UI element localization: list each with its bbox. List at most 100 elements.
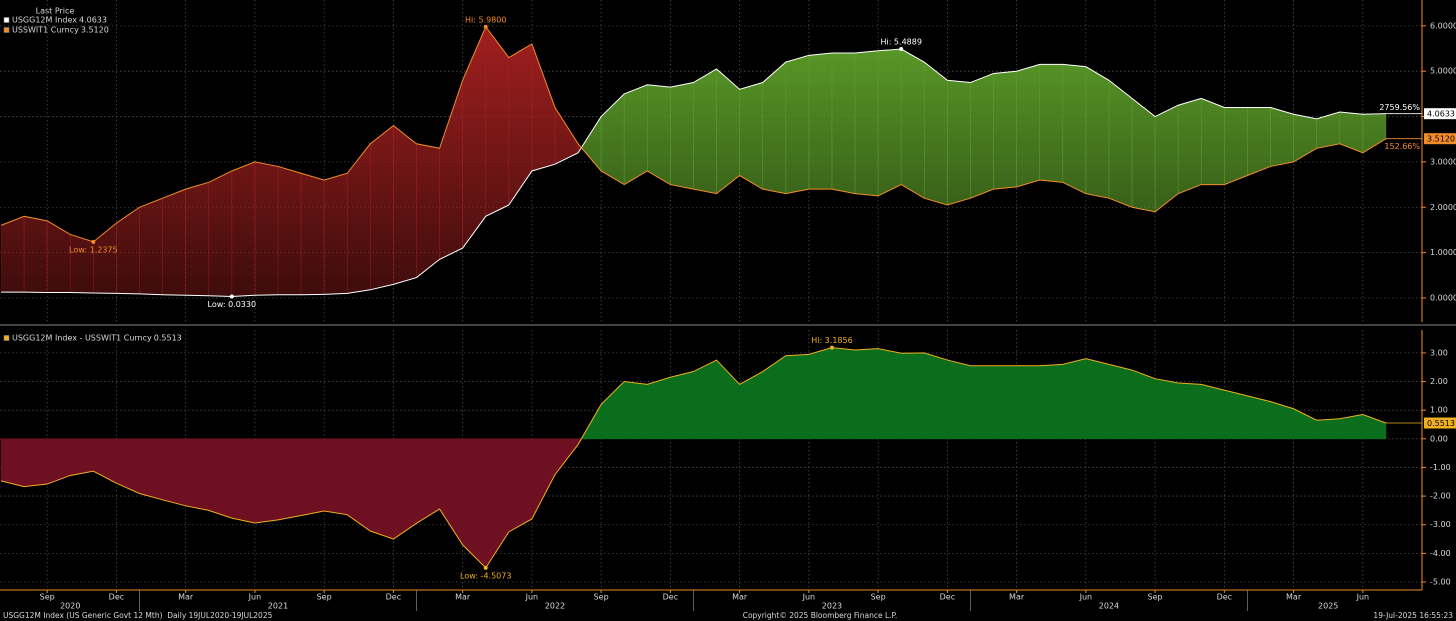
legend-label: USGG12M Index: [12, 16, 77, 25]
last-value-label: 3.5120: [1427, 135, 1455, 144]
last-value-label: 0.5513: [1427, 419, 1455, 428]
spread-fill: [877, 48, 902, 197]
change-label: 2759.56%: [1379, 103, 1420, 112]
x-tick-label: Dec: [109, 593, 124, 602]
spread-fill: [254, 161, 279, 296]
x-tick-label: Mar: [732, 593, 748, 602]
spread-fill: [646, 84, 671, 186]
area-fill: [0, 438, 25, 488]
spread-fill: [716, 68, 740, 195]
area-fill: [1316, 418, 1341, 440]
spread-fill: [0, 215, 25, 293]
area-fill: [370, 438, 394, 540]
area-fill: [900, 352, 925, 440]
area-fill: [1224, 389, 1248, 440]
x-year-label: 2024: [1099, 602, 1119, 611]
spread-fill: [1270, 107, 1294, 167]
y-tick-label: 2.0000: [1430, 203, 1456, 212]
y-tick-label: -1.00: [1430, 463, 1451, 472]
spread-fill: [831, 52, 856, 195]
legend-title: Last Price: [36, 7, 75, 16]
spread-fill: [323, 172, 348, 295]
spread-fill: [1247, 107, 1271, 176]
area-fill: [185, 438, 210, 511]
area-fill: [1062, 358, 1087, 440]
area-fill: [831, 347, 856, 440]
x-tick-label: Dec: [663, 593, 678, 602]
last-value-box: [1424, 417, 1456, 429]
spread-fill: [485, 25, 510, 217]
spread-fill: [277, 166, 302, 296]
last-value-box: [1424, 133, 1456, 145]
y-tick-label: 3.0000: [1430, 157, 1456, 166]
fill-layer: [0, 25, 1387, 569]
spread-fill: [923, 61, 948, 206]
y-tick-label: -3.00: [1430, 520, 1451, 529]
area-fill: [993, 365, 1017, 440]
x-year-label: 2022: [545, 602, 565, 611]
area-fill: [646, 376, 671, 440]
area-fill: [877, 348, 902, 440]
series-line: [0, 25, 1387, 243]
area-fill: [1108, 363, 1133, 440]
x-tick-label: Mar: [1009, 593, 1025, 602]
area-fill: [1131, 369, 1156, 440]
area-fill: [162, 438, 186, 507]
y-tick-label: 2.00: [1430, 377, 1448, 386]
footer-left: USGG12M Index (US Generic Govt 12 Mth) D…: [3, 611, 273, 620]
spread-fill: [1039, 64, 1064, 183]
area-fill: [508, 438, 533, 533]
spread-fill: [1131, 97, 1156, 213]
area-fill: [1247, 395, 1271, 440]
spread-fill: [185, 181, 210, 297]
annotation-point: [483, 24, 488, 29]
annotation-label: Hi: 5.4889: [880, 38, 921, 47]
x-tick-label: Sep: [40, 593, 55, 602]
y-tick-label: 0.00: [1430, 434, 1448, 443]
area-fill: [323, 438, 348, 516]
spread-fill: [162, 188, 186, 296]
annotation-point: [229, 294, 234, 299]
spread-fill: [1016, 63, 1040, 188]
x-tick-label: Mar: [455, 593, 471, 602]
footer-right: 19-Jul-2025 16:55:23: [1373, 611, 1453, 620]
legend-label: USGG12M Index - USSWIT1 Curncy: [12, 334, 152, 343]
spread-fill: [623, 84, 648, 186]
spread-fill: [208, 170, 233, 297]
x-tick-label: Sep: [1148, 593, 1163, 602]
spread-fill: [693, 68, 717, 195]
area-fill: [970, 365, 994, 440]
annotation-label: Low: 1.2375: [69, 245, 118, 254]
change-label: 152.66%: [1384, 142, 1420, 151]
y-tick-label: 3.00: [1430, 348, 1448, 357]
spread-fill: [300, 172, 325, 296]
legend-swatch: [3, 27, 10, 33]
area-fill: [854, 348, 879, 440]
spread-fill: [69, 234, 94, 294]
footer-center: Copyright© 2025 Bloomberg Finance L.P.: [743, 611, 898, 620]
spread-fill: [370, 125, 394, 291]
legend-label: USSWIT1 Curncy: [12, 26, 79, 35]
annotation-point: [483, 565, 488, 570]
x-tick-label: Sep: [594, 593, 609, 602]
spread-fill: [970, 73, 994, 199]
legend-value: 3.5120: [81, 26, 109, 35]
area-fill: [1177, 382, 1202, 440]
x-tick-label: Jun: [802, 593, 816, 602]
spread-fill: [993, 70, 1017, 190]
area-fill: [1039, 364, 1064, 440]
x-year-label: 2021: [268, 602, 288, 611]
x-tick-label: Sep: [317, 593, 332, 602]
area-fill: [23, 438, 48, 487]
spread-fill: [854, 50, 879, 197]
spread-fill: [1085, 66, 1110, 199]
spread-fill: [23, 215, 48, 293]
x-tick-label: Jun: [1356, 593, 1370, 602]
area-fill: [808, 347, 833, 440]
legend-swatch: [3, 17, 10, 23]
area-fill: [231, 438, 256, 524]
spread-fill: [808, 52, 833, 190]
y-tick-label: -2.00: [1430, 492, 1451, 501]
